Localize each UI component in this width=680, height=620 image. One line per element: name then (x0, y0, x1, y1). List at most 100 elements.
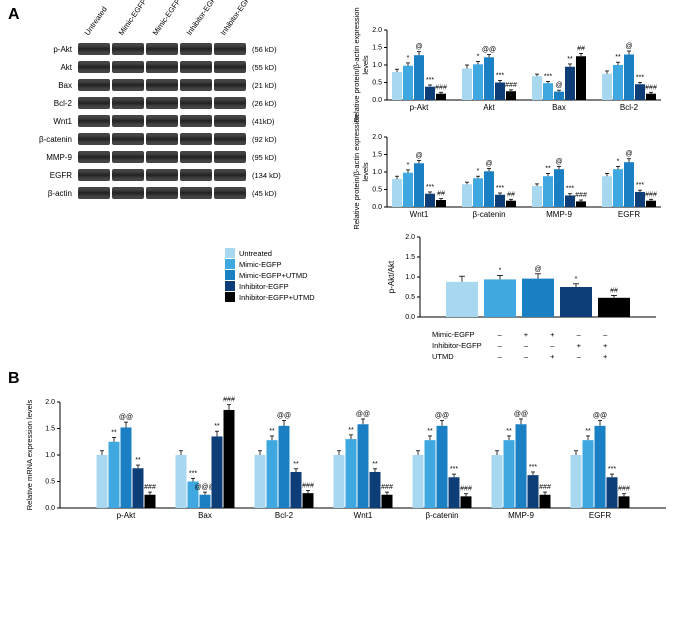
wb-bands (78, 133, 246, 145)
bar (279, 426, 290, 508)
svg-text:2.0: 2.0 (372, 134, 382, 141)
bar (413, 455, 424, 508)
wb-bands (78, 151, 246, 163)
bar (565, 195, 575, 207)
bar (212, 436, 223, 508)
treatment-cell: – (488, 352, 512, 361)
wb-bands (78, 187, 246, 199)
wb-size-label: (55 kD) (252, 63, 277, 72)
wb-lane (214, 79, 246, 91)
bar (224, 410, 235, 508)
legend-label: Untreated (239, 249, 272, 258)
bar (255, 455, 266, 508)
bar (506, 91, 516, 100)
legend-swatch (225, 281, 235, 291)
wb-lane (180, 79, 212, 91)
svg-text:**: ** (545, 165, 551, 172)
svg-text:###: ### (645, 84, 657, 91)
wb-lane (146, 151, 178, 163)
bar (109, 442, 120, 508)
legend-row: Inhibitor-EGFP+UTMD (225, 292, 315, 302)
svg-text:***: *** (636, 182, 644, 189)
protein-chart-bottom: 0.00.51.01.52.0Relative protein/β-actin … (345, 125, 665, 225)
bar (495, 195, 505, 207)
bar (504, 440, 515, 508)
treatment-cell: + (540, 330, 564, 339)
wb-protein-label: p-Akt (30, 45, 78, 54)
bar (145, 495, 156, 508)
wb-lane (112, 61, 144, 73)
bar (176, 455, 187, 508)
wb-lane (214, 169, 246, 181)
group-legend: UntreatedMimic-EGFPMimic-EGFP+UTMDInhibi… (225, 248, 315, 303)
bar (436, 94, 446, 100)
svg-text:**: ** (269, 428, 275, 435)
svg-text:0.0: 0.0 (45, 505, 55, 512)
svg-text:Wnt1: Wnt1 (410, 210, 429, 219)
protein-chart-top: 0.00.51.01.52.0Relative protein/β-actin … (345, 18, 665, 118)
bar (358, 424, 369, 508)
svg-text:p-Akt: p-Akt (410, 103, 429, 112)
wb-lane (146, 79, 178, 91)
wb-lane (146, 115, 178, 127)
bar (635, 84, 645, 100)
svg-text:MMP-9: MMP-9 (508, 511, 534, 520)
treatment-cell: + (567, 341, 591, 350)
wb-size-label: (41kD) (252, 117, 275, 126)
svg-text:@: @ (555, 158, 562, 165)
svg-text:###: ### (302, 483, 314, 490)
svg-text:0.5: 0.5 (372, 80, 382, 87)
svg-text:@: @ (485, 161, 492, 168)
wb-lane (78, 151, 110, 163)
bar (484, 57, 494, 100)
bar (462, 69, 472, 101)
treatment-row: Mimic-EGFP–++–– (422, 330, 617, 339)
bar (613, 169, 623, 207)
svg-text:*: * (477, 168, 480, 175)
svg-text:***: *** (426, 77, 434, 84)
treatment-row-label: Mimic-EGFP (422, 330, 486, 339)
wb-protein-label: Bax (30, 81, 78, 90)
bar (133, 468, 144, 508)
treatment-cell: – (593, 330, 617, 339)
wb-header: UntreatedMimic-EGFPMimic-EGFP+UTMDInhibi… (90, 28, 310, 37)
svg-text:@: @ (415, 152, 422, 159)
svg-text:1.0: 1.0 (372, 62, 382, 69)
bar (506, 201, 516, 207)
wb-row: Bax(21 kD) (30, 77, 310, 93)
svg-text:***: *** (450, 466, 458, 473)
bar (492, 455, 503, 508)
wb-lane (146, 61, 178, 73)
svg-text:###: ### (223, 397, 235, 404)
svg-text:@@: @@ (593, 413, 607, 420)
bar (543, 83, 553, 100)
svg-text:###: ### (618, 486, 630, 493)
wb-lane (146, 133, 178, 145)
svg-text:@@: @@ (119, 414, 133, 421)
svg-text:1.0: 1.0 (405, 274, 415, 281)
wb-lane (112, 43, 144, 55)
wb-protein-label: β-actin (30, 189, 78, 198)
wb-protein-label: β-catenin (30, 135, 78, 144)
svg-text:**: ** (615, 54, 621, 61)
wb-size-label: (92 kD) (252, 135, 277, 144)
bar (403, 173, 413, 207)
bar (583, 440, 594, 508)
wb-protein-label: Wnt1 (30, 117, 78, 126)
bar (595, 426, 606, 508)
wb-lane (78, 43, 110, 55)
svg-text:###: ### (575, 192, 587, 199)
wb-lane (214, 187, 246, 199)
bar (576, 56, 586, 100)
wb-lane (146, 43, 178, 55)
svg-text:##: ## (437, 191, 445, 198)
svg-text:1.5: 1.5 (372, 45, 382, 52)
ratio-chart: 0.00.51.01.52.0p-Akt/Akt*@*## (380, 225, 650, 335)
legend-row: Inhibitor-EGFP (225, 281, 315, 291)
bar (602, 176, 612, 207)
svg-text:**: ** (293, 461, 299, 468)
treatment-cell: – (488, 330, 512, 339)
svg-text:###: ### (645, 191, 657, 198)
wb-size-label: (95 kD) (252, 153, 277, 162)
svg-text:@@: @@ (482, 47, 496, 54)
